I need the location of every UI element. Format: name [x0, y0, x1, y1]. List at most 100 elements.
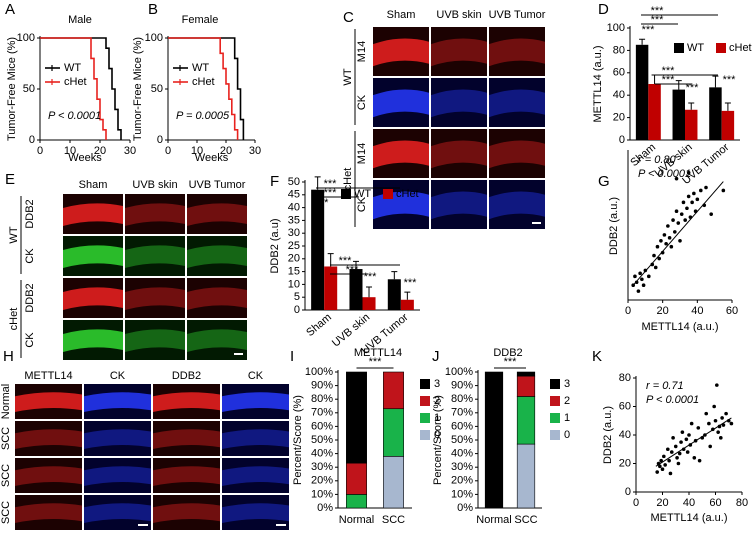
sig-label: ***: [651, 14, 665, 26]
y-tick-label: 40%: [451, 448, 473, 460]
bar: [362, 297, 376, 310]
point: [676, 221, 681, 225]
x-tick-label: SCC: [382, 514, 405, 526]
x-tick-label: 0: [37, 145, 43, 157]
point: [724, 411, 728, 416]
tissue-signal: [84, 392, 151, 412]
point: [684, 437, 689, 442]
column-header: UVB skin: [436, 9, 481, 21]
y-tick-label: 10%: [451, 488, 473, 500]
tissue-signal: [373, 38, 429, 67]
y-axis-label: DDB2 (a.u): [269, 218, 281, 273]
sig-label: ***: [324, 178, 338, 190]
point: [687, 433, 691, 437]
y-tick-label: 70%: [451, 407, 473, 419]
y-axis-label: Tumor-Free Mice (%): [132, 37, 144, 141]
point: [675, 456, 679, 460]
y-tick-label: 50: [23, 83, 35, 95]
sig-label: ***: [686, 82, 700, 94]
bar: [349, 269, 363, 310]
tissue-signal: [125, 329, 185, 352]
point: [641, 283, 646, 288]
x-tick-label: Normal: [476, 514, 511, 526]
sig-label: ***: [369, 356, 383, 368]
point: [663, 463, 667, 467]
x-tick-label: 0: [165, 145, 171, 157]
annotation: r = 0.71: [646, 380, 684, 392]
sig-label: ***: [662, 74, 676, 86]
y-tick-label: 0: [625, 486, 631, 498]
micrograph: [489, 129, 545, 178]
micrograph: [125, 236, 185, 276]
bar: [672, 89, 685, 140]
point: [674, 176, 679, 181]
error-bar: [688, 102, 695, 110]
x-tick-label: 20: [94, 145, 106, 157]
y-tick-label: 80: [619, 372, 631, 384]
point: [673, 444, 678, 449]
y-tick-label: 50: [288, 176, 300, 188]
legend-swatch: [383, 189, 393, 199]
chart-title: Female: [182, 14, 219, 26]
legend-label: WT: [354, 188, 371, 200]
y-tick-label: 35: [288, 214, 300, 226]
point: [709, 212, 713, 216]
panel-letter: G: [598, 173, 610, 190]
micrograph: [125, 278, 185, 318]
point: [716, 430, 720, 434]
y-tick-label: 0: [619, 134, 625, 146]
point: [708, 444, 712, 449]
x-tick-label: 20: [220, 145, 232, 157]
micrograph: [187, 278, 247, 318]
micrograph: [84, 421, 151, 456]
point: [673, 230, 677, 234]
micrograph: [153, 458, 220, 493]
x-tick-label: Sham: [304, 311, 334, 339]
sig-label: ***: [723, 74, 737, 86]
legend-label: cHet: [396, 188, 419, 200]
bar-segment: [346, 494, 367, 509]
y-tick-label: 100%: [305, 366, 333, 378]
survival-curve: [168, 37, 239, 140]
tissue-signal: [15, 392, 82, 412]
micrograph: [431, 180, 487, 229]
tissue-signal: [15, 429, 82, 449]
annotation: r = 0.80: [638, 154, 676, 166]
panel-letter: A: [5, 1, 15, 18]
point: [671, 218, 675, 222]
x-axis-label: METTL14 (a.u.): [650, 512, 727, 524]
legend-label: 0: [564, 429, 570, 441]
annotation: P < 0.0001: [646, 394, 699, 406]
survival-curve: [40, 37, 122, 140]
sig-label: ***: [651, 5, 665, 17]
point: [686, 194, 691, 199]
y-tick-label: 100: [145, 32, 163, 44]
column-header: UVB Tumor: [189, 179, 246, 191]
column-header: UVB Tumor: [489, 9, 546, 21]
tissue-signal: [187, 329, 247, 352]
point: [671, 436, 675, 440]
bar: [648, 84, 661, 140]
micrograph: [489, 27, 545, 76]
error-bar: [327, 253, 334, 267]
panel-letter: C: [343, 9, 354, 26]
point: [664, 241, 668, 246]
tissue-signal: [222, 429, 289, 449]
point: [704, 185, 708, 190]
stain-label: M14: [356, 143, 368, 164]
x-axis-label: METTL14 (a.u.): [641, 321, 718, 333]
y-axis-label: Percent/Score (%): [292, 395, 304, 485]
y-tick-label: 20%: [311, 475, 333, 487]
error-bar: [391, 271, 398, 280]
error-bar: [712, 75, 719, 88]
point: [666, 447, 670, 452]
legend-swatch: [420, 379, 430, 389]
legend-label: 3: [564, 378, 570, 390]
y-tick-label: 5: [294, 291, 300, 303]
tissue-signal: [125, 203, 185, 226]
error-bar: [366, 286, 373, 298]
point: [662, 454, 666, 459]
tissue-signal: [431, 191, 487, 220]
tissue-signal: [15, 503, 82, 523]
point: [638, 271, 642, 276]
